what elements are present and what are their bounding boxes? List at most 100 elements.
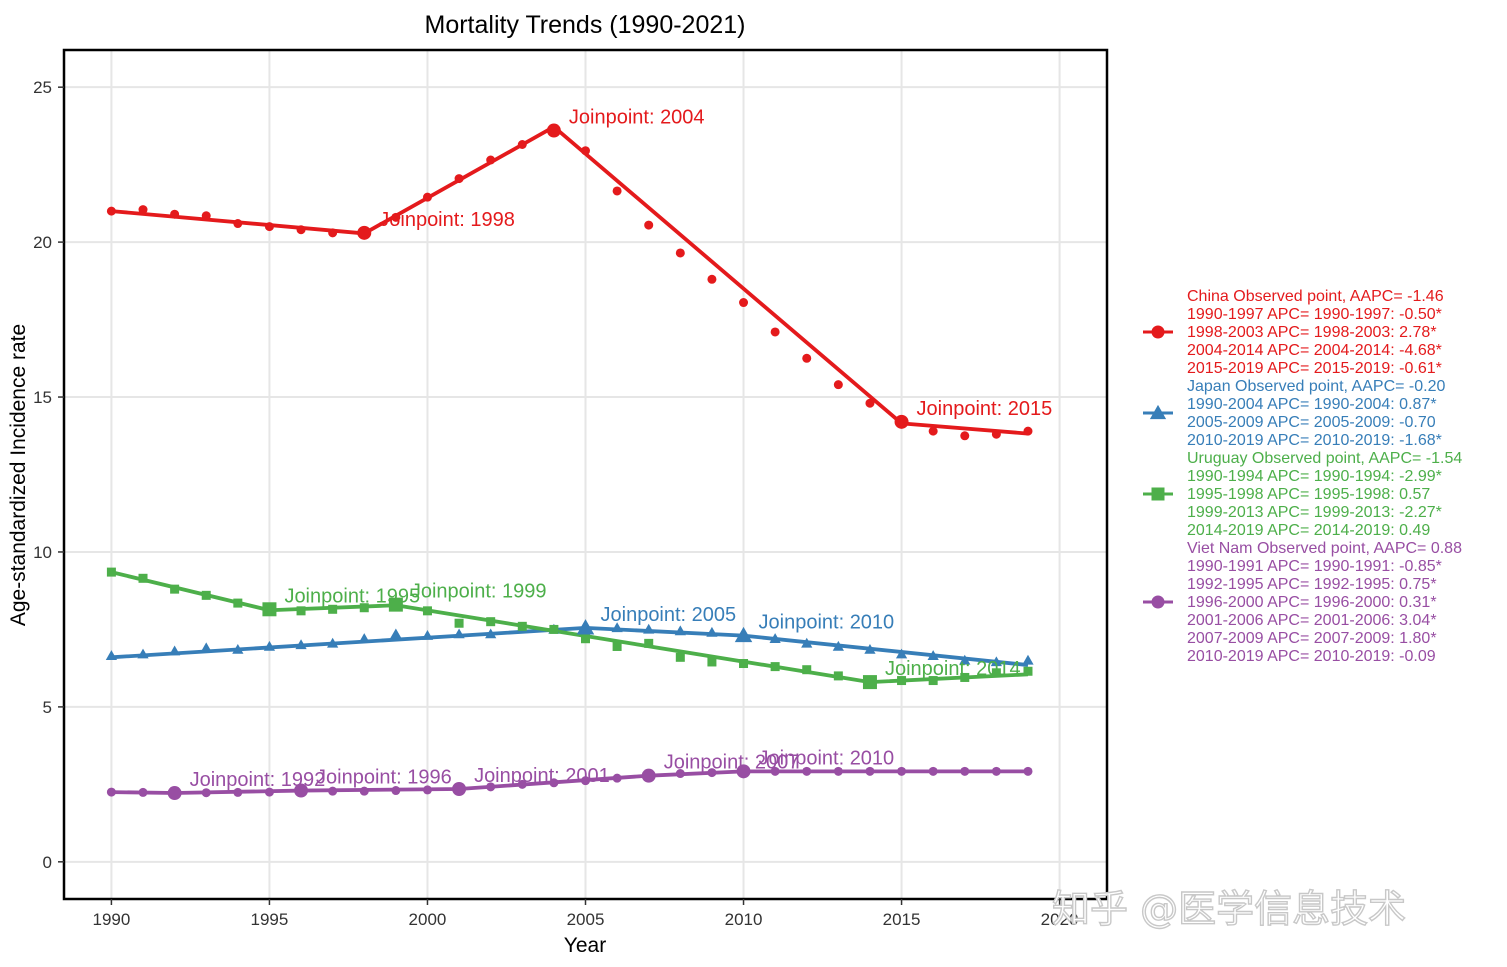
viet-nam-point — [422, 785, 432, 795]
japan-point — [864, 643, 876, 654]
japan-point — [200, 642, 212, 653]
china-legend-key — [1151, 325, 1165, 339]
japan-point — [168, 645, 181, 656]
china-joinpoint-marker — [546, 123, 561, 138]
uruguay-point — [233, 598, 243, 608]
japan-point — [263, 640, 276, 651]
chart-title: Mortality Trends (1990-2021) — [425, 11, 746, 39]
uruguay-legend-text: 1999-2013 APC= 1999-2013: -2.27* — [1187, 504, 1442, 521]
x-tick-label: 1995 — [251, 910, 289, 929]
x-tick-label: 2010 — [725, 910, 763, 929]
uruguay-legend-text: 1990-1994 APC= 1990-1994: -2.99* — [1187, 468, 1442, 485]
uruguay-point — [454, 618, 464, 628]
japan-joinpoint-marker — [734, 626, 753, 643]
x-axis-title: Year — [564, 934, 606, 957]
china-point — [138, 205, 148, 215]
china-point — [1023, 426, 1033, 436]
viet-nam-joinpoint-label: Joinpoint: 2007 — [664, 752, 800, 774]
uruguay-joinpoint-marker — [388, 597, 403, 612]
y-tick-label: 10 — [33, 543, 52, 562]
uruguay-joinpoint-label: Joinpoint: 2014 — [885, 658, 1021, 680]
viet-nam-legend-text: 1990-1991 APC= 1990-1991: -0.85* — [1187, 558, 1442, 575]
viet-nam-joinpoint-label: Joinpoint: 1992 — [190, 769, 326, 791]
uruguay-joinpoint-marker — [262, 602, 277, 617]
joinpoint-labels: Joinpoint: 1998 Joinpoint: 2004 Joinpoint:… — [190, 107, 1053, 791]
viet-nam-point — [928, 766, 938, 776]
china-point — [454, 174, 464, 184]
china-point — [581, 146, 590, 156]
japan-point — [295, 639, 307, 650]
viet-nam-point — [707, 768, 717, 778]
japan-point — [390, 628, 402, 639]
japan-point — [611, 622, 623, 633]
uruguay-point — [833, 671, 843, 681]
japan-point — [232, 643, 244, 654]
uruguay-point — [138, 573, 148, 583]
x-axis-ticks: 1990 1995 2000 2005 2010 2015 2020 — [92, 899, 1079, 929]
china-point — [106, 206, 116, 216]
x-tick-label: 2005 — [567, 910, 605, 929]
uruguay-point — [675, 652, 685, 662]
uruguay-point — [739, 659, 749, 669]
viet-nam-point — [106, 787, 116, 797]
viet-nam-joinpoint-marker — [736, 764, 751, 779]
japan-point — [1022, 654, 1034, 665]
japan-point — [327, 637, 339, 648]
viet-nam-point — [233, 787, 243, 797]
viet-nam-point — [486, 782, 496, 792]
uruguay-point — [359, 603, 369, 613]
china-point — [328, 228, 338, 238]
japan-joinpoint-label: Joinpoint: 2005 — [601, 604, 737, 626]
china-point — [802, 353, 812, 363]
viet-nam-joinpoint-marker — [294, 783, 309, 798]
uruguay-point — [549, 624, 559, 634]
china-joinpoint-marker — [894, 414, 909, 429]
uruguay-point — [707, 657, 717, 667]
viet-nam-point — [1023, 766, 1033, 776]
viet-nam-point — [612, 773, 622, 783]
china-point — [296, 225, 306, 235]
china-point — [928, 426, 938, 436]
viet-nam-joinpoint-marker — [641, 768, 656, 783]
china-legend-text: 2015-2019 APC= 2015-2019: -0.61* — [1187, 360, 1442, 377]
japan-point — [895, 648, 908, 659]
china-point — [391, 212, 401, 222]
x-tick-label: 1990 — [92, 910, 130, 929]
china-point — [739, 298, 749, 308]
viet-nam-legend-text: Viet Nam Observed point, AAPC= 0.88 — [1187, 540, 1462, 557]
viet-nam-point — [865, 766, 875, 776]
uruguay-legend-text: 2014-2019 APC= 2014-2019: 0.49 — [1187, 522, 1430, 539]
uruguay-point — [296, 606, 306, 616]
china-point — [233, 219, 243, 229]
viet-nam-point — [770, 766, 780, 776]
japan-legend-text: Japan Observed point, AAPC= -0.20 — [1187, 378, 1445, 395]
japan-point — [801, 637, 813, 648]
china-point — [960, 431, 970, 441]
china-point — [865, 398, 875, 408]
uruguay-point — [170, 584, 180, 594]
japan-legend-text: 2005-2009 APC= 2005-2009: -0.70 — [1187, 414, 1436, 431]
y-tick-label: 25 — [33, 78, 52, 97]
x-tick-label: 2020 — [1041, 910, 1079, 929]
uruguay-point — [897, 676, 907, 686]
china-point — [264, 222, 274, 232]
japan-legend-text: 1990-2004 APC= 1990-2004: 0.87* — [1187, 396, 1437, 413]
viet-nam-point — [991, 766, 1001, 776]
china-point — [612, 186, 622, 196]
china-fit-line — [111, 124, 1029, 436]
viet-nam-legend-key — [1151, 595, 1165, 609]
uruguay-legend-key — [1151, 487, 1165, 501]
uruguay-joinpoint-label: Joinpoint: 1995 — [284, 585, 420, 607]
japan-point — [137, 648, 149, 659]
viet-nam-point — [833, 766, 843, 776]
viet-nam-joinpoint-label: Joinpoint: 1996 — [316, 767, 452, 789]
uruguay-point — [991, 668, 1001, 678]
japan-point — [927, 650, 939, 660]
viet-nam-joinpoint-marker — [167, 786, 182, 801]
japan-point — [706, 626, 718, 637]
uruguay-legend-text: Uruguay Observed point, AAPC= -1.54 — [1187, 450, 1462, 467]
uruguay-point — [581, 634, 590, 644]
uruguay-point — [422, 606, 432, 616]
china-point — [770, 327, 780, 337]
